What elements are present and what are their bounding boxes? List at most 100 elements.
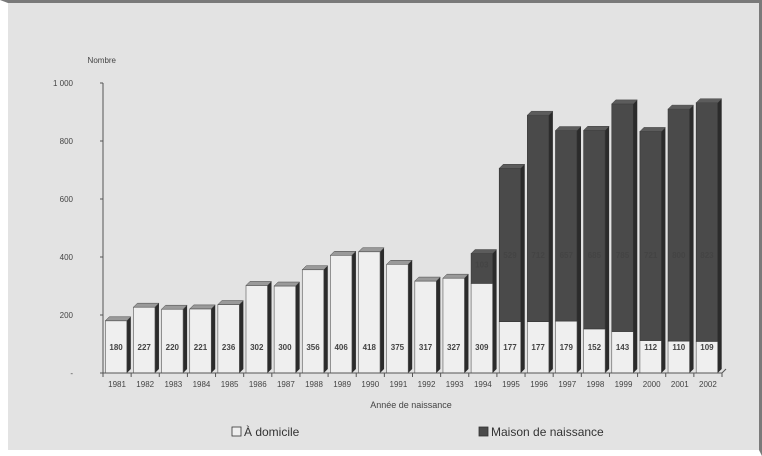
bar-side-face [464, 274, 469, 373]
bar-side-face [436, 277, 441, 373]
bar-top-face [245, 281, 273, 286]
bar-top-face [386, 260, 413, 265]
y-tick-label: 800 [60, 137, 74, 146]
bar-segment-maison-de-naissance [498, 167, 522, 322]
x-tick-label: 1984 [193, 380, 211, 389]
bar-segment-a-domicile [358, 251, 381, 374]
bar-segment-maison-de-naissance [695, 102, 718, 342]
bar-side-face [605, 126, 610, 374]
bar-top-face [639, 127, 667, 132]
bar-side-face [239, 300, 244, 373]
bar-top-face [160, 304, 188, 310]
bar-segment-maison-de-naissance [527, 114, 550, 322]
bar-segment-a-domicile [301, 269, 325, 374]
data-label-a-domicile: 375 [391, 343, 405, 352]
bar-segment-a-domicile [470, 283, 493, 374]
x-axis-depth-edge [721, 368, 727, 374]
bar-top-face [611, 99, 638, 105]
data-label-maison-de-naissance: 657 [560, 251, 574, 260]
data-label-a-domicile: 180 [109, 343, 123, 352]
data-label-a-domicile: 110 [672, 343, 685, 352]
x-tick-label: 1995 [502, 380, 520, 389]
x-tick-label: 2002 [699, 380, 717, 389]
data-label-a-domicile: 309 [475, 343, 489, 352]
data-label-maison-de-naissance: 529 [503, 251, 517, 260]
bar-top-face [273, 281, 301, 287]
bars-group: 180 227 220 221 236 302 300 356 406 418 375 317 327 3… [104, 98, 723, 374]
data-label-maison-de-naissance: 712 [531, 251, 545, 260]
data-label-maison-de-naissance: 823 [700, 251, 714, 260]
data-label-a-domicile: 406 [334, 343, 348, 352]
x-tick-label: 1999 [615, 380, 633, 389]
data-label-a-domicile: 179 [560, 343, 574, 352]
bar-side-face [126, 316, 131, 373]
bar-segment-a-domicile [442, 277, 465, 374]
bar-side-face [661, 127, 666, 374]
bar-top-face [667, 104, 695, 110]
x-tick-label: 1991 [390, 380, 408, 389]
data-label-a-domicile: 300 [278, 343, 292, 352]
bar-top-face [583, 126, 610, 131]
data-label-maison-de-naissance: 800 [672, 251, 686, 260]
bar-side-face [408, 260, 413, 373]
data-label-a-domicile: 221 [194, 343, 208, 352]
bar-top-face [189, 304, 216, 310]
bar-side-face [689, 105, 694, 373]
data-label-maison-de-naissance: 685 [588, 251, 602, 260]
x-tick-label: 1986 [249, 380, 267, 389]
bar-segment-a-domicile [414, 280, 437, 374]
bar-top-face [104, 316, 132, 322]
x-tick-label: 1988 [305, 380, 323, 389]
data-label-maison-de-naissance: 785 [616, 251, 630, 260]
bar-top-face [442, 273, 470, 279]
bar-top-face [498, 164, 526, 169]
data-label-a-domicile: 356 [306, 343, 320, 352]
bar-side-face [351, 251, 356, 373]
axes-group: - 200 400 600 800 1 000 1981 1982 1983 1984 1985 19… [53, 79, 727, 389]
bar-top-face [414, 276, 441, 282]
x-tick-label: 1985 [221, 380, 239, 389]
data-label-a-domicile: 236 [222, 343, 236, 352]
bar-side-face [633, 99, 638, 373]
bar-segment-maison-de-naissance [555, 130, 578, 322]
data-label-maison-de-naissance: 103 [475, 261, 489, 270]
bar-segment-a-domicile [330, 254, 353, 374]
bar-side-face [211, 304, 216, 373]
x-tick-label: 1992 [418, 380, 436, 389]
bar-side-face [520, 164, 525, 373]
y-tick-label: 200 [60, 311, 74, 320]
bar-segment-a-domicile [245, 285, 268, 374]
bar-segment-a-domicile [273, 285, 296, 374]
data-label-a-domicile: 302 [250, 343, 264, 352]
bar-segment-a-domicile [611, 331, 634, 374]
bar-side-face [492, 249, 497, 373]
bar-segment-a-domicile [133, 306, 156, 374]
x-tick-label: 1982 [136, 380, 154, 389]
x-tick-label: 1983 [164, 380, 182, 389]
data-label-a-domicile: 227 [138, 343, 152, 352]
bar-segment-a-domicile [386, 263, 409, 374]
bar-top-face [217, 300, 244, 305]
bar-top-face [695, 98, 723, 103]
bar-segment-maison-de-naissance [611, 103, 634, 332]
x-tick-label: 1997 [558, 380, 576, 389]
bar-segment-a-domicile [217, 304, 240, 374]
data-label-a-domicile: 418 [363, 343, 377, 352]
bar-segment-maison-de-naissance [667, 108, 690, 342]
bar-side-face [717, 98, 722, 373]
y-tick-label: 600 [60, 195, 74, 204]
bar-top-face [554, 126, 582, 131]
legend-label: Maison de naissance [491, 425, 604, 439]
x-tick-label: 1998 [586, 380, 604, 389]
legend-item-a-domicile: À domicile [231, 424, 300, 439]
bar-side-face [323, 265, 328, 373]
data-label-a-domicile: 177 [503, 343, 517, 352]
data-label-a-domicile: 327 [447, 343, 461, 352]
y-tick-label: 1 000 [53, 79, 74, 88]
data-label-a-domicile: 143 [616, 343, 630, 352]
y-tick-label: - [70, 369, 73, 378]
legend-swatch [478, 426, 489, 437]
bar-side-face [577, 126, 581, 373]
bar-top-face [357, 247, 385, 253]
